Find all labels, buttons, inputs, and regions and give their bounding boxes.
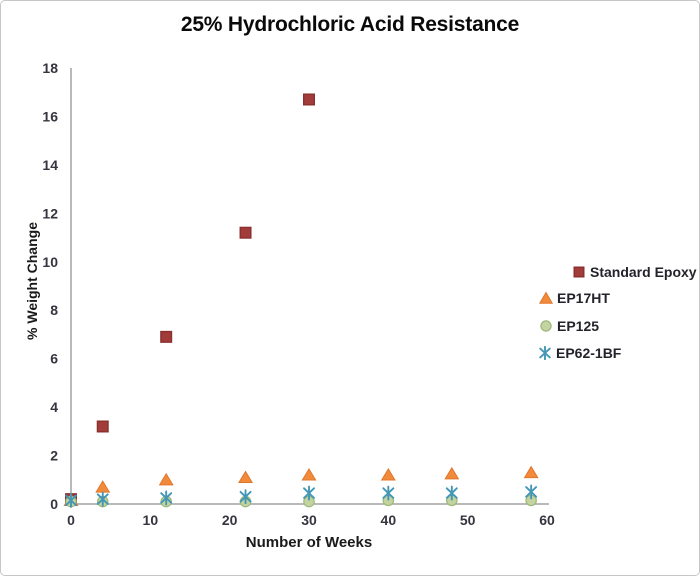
data-point-triangle [158, 472, 174, 486]
data-point-asterisk [525, 484, 538, 500]
x-axis-title: Number of Weeks [245, 534, 373, 551]
y-tick-label: 4 [50, 399, 58, 415]
data-point-asterisk [382, 485, 395, 501]
y-tick-label: 18 [42, 60, 58, 76]
data-point-triangle [380, 468, 396, 481]
y-tick-label: 8 [50, 302, 58, 318]
data-point-triangle [301, 468, 317, 481]
data-point-asterisk [65, 492, 77, 508]
legend-item-ep125: EP125 [539, 318, 599, 334]
data-point-triangle [238, 470, 254, 483]
x-tick-label: 20 [222, 512, 238, 528]
data-point-square [96, 420, 109, 433]
x-tick-label: 40 [381, 512, 397, 528]
x-tick-label: 0 [67, 512, 75, 528]
legend-label: EP62-1BF [556, 345, 622, 361]
data-point-square [303, 93, 316, 106]
y-tick-label: 10 [42, 254, 58, 270]
legend-item-ep62-1bf: EP62-1BF [538, 345, 621, 361]
data-point-triangle [523, 465, 539, 479]
data-point-asterisk [303, 485, 315, 501]
data-point-asterisk [96, 491, 109, 507]
data-point-asterisk [445, 485, 458, 501]
triangle-marker-icon [539, 291, 553, 304]
data-point-square [160, 330, 173, 343]
data-point-triangle [95, 480, 111, 493]
legend-label: EP17HT [557, 290, 610, 306]
legend-item-ep17ht: EP17HT [539, 290, 610, 306]
y-tick-label: 0 [50, 496, 58, 512]
circle-marker-icon [540, 320, 552, 332]
data-point-asterisk [239, 489, 252, 505]
data-point-square [239, 226, 252, 239]
y-tick-label: 12 [42, 205, 58, 221]
x-tick-label: 10 [143, 512, 159, 528]
y-tick-label: 2 [50, 448, 58, 464]
x-tick-label: 30 [301, 512, 317, 528]
asterisk-marker-icon [539, 346, 551, 360]
y-tick-label: 14 [42, 157, 58, 173]
legend-item-standard-epoxy: Standard Epoxy [572, 264, 697, 280]
x-tick-label: 60 [539, 512, 555, 528]
chart-title: 25% Hydrochloric Acid Resistance [180, 13, 520, 36]
y-tick-label: 16 [42, 108, 58, 124]
x-tick-label: 50 [460, 512, 476, 528]
square-marker-icon [573, 266, 585, 278]
legend-label: EP125 [557, 318, 600, 334]
y-axis-title: % Weight Change [24, 222, 40, 340]
data-point-triangle [444, 466, 460, 480]
data-point-asterisk [160, 490, 173, 506]
legend-label: Standard Epoxy [590, 264, 697, 280]
y-tick-label: 6 [50, 351, 58, 367]
